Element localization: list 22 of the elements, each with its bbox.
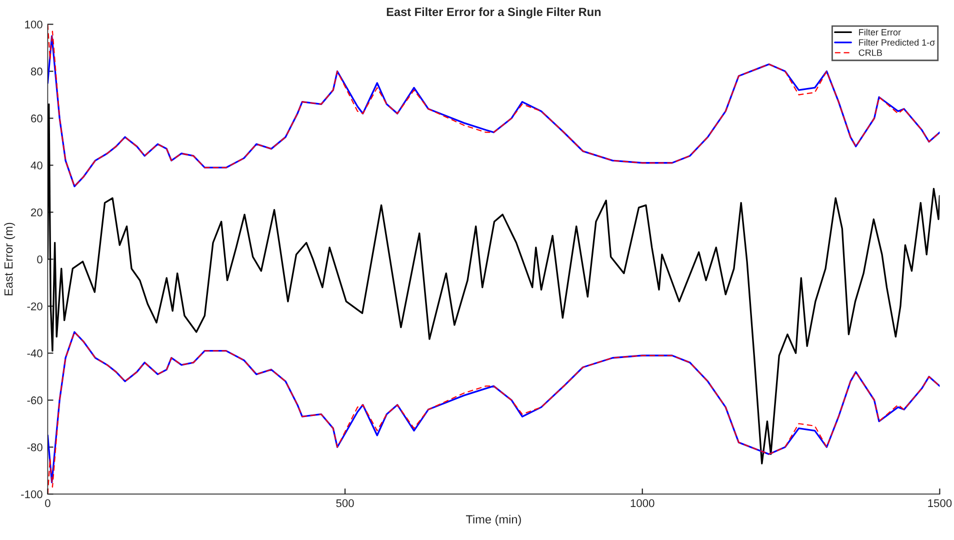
line-series (48, 103, 940, 464)
x-tick-label: 0 (45, 499, 50, 508)
legend-label: Filter Predicted 1-σ (859, 39, 936, 46)
x-tick-label: 500 (336, 499, 354, 508)
y-axis-title: East Error (m) (4, 222, 16, 296)
y-tick-label: 20 (31, 208, 42, 216)
x-tick-label: 1000 (630, 499, 654, 508)
legend-label: Filter Error (859, 28, 901, 36)
chart-title: East Filter Error for a Single Filter Run (386, 7, 601, 18)
x-tick-label: 1500 (928, 499, 952, 508)
y-tick-label: -40 (27, 349, 42, 358)
y-tick-label: -80 (27, 443, 42, 452)
y-tick-label: 100 (25, 20, 42, 28)
y-tick-label: 60 (31, 114, 42, 122)
y-tick-label: 0 (37, 255, 42, 264)
y-tick-label: 80 (30, 68, 42, 76)
y-tick-label: -100 (21, 490, 42, 498)
y-tick-label: 40 (30, 162, 42, 170)
x-axis-title: Time (min) (466, 514, 521, 526)
y-tick-label: -20 (27, 302, 42, 310)
legend-label: CRLB (858, 49, 882, 56)
y-tick-label: -60 (27, 396, 42, 404)
